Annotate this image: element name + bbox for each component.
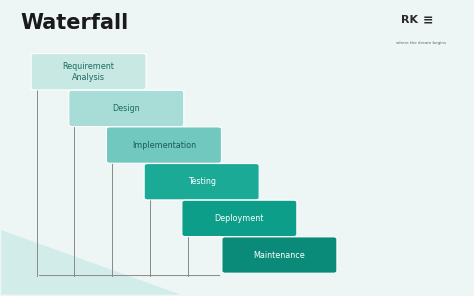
Text: Maintenance: Maintenance <box>254 250 305 260</box>
Text: Testing: Testing <box>188 177 216 186</box>
Text: ≡: ≡ <box>423 15 434 28</box>
FancyBboxPatch shape <box>69 90 184 127</box>
Text: Design: Design <box>112 104 140 113</box>
Text: RK: RK <box>401 15 419 25</box>
Text: where the dream begins: where the dream begins <box>396 41 446 45</box>
FancyBboxPatch shape <box>107 127 221 163</box>
Text: Waterfall: Waterfall <box>20 13 128 33</box>
FancyBboxPatch shape <box>222 237 337 273</box>
Text: Requirement
Analysis: Requirement Analysis <box>63 62 115 82</box>
FancyBboxPatch shape <box>182 200 297 237</box>
FancyBboxPatch shape <box>31 54 146 90</box>
Text: Deployment: Deployment <box>215 214 264 223</box>
Text: Implementation: Implementation <box>132 141 196 149</box>
FancyBboxPatch shape <box>144 164 259 200</box>
Polygon shape <box>1 230 181 295</box>
